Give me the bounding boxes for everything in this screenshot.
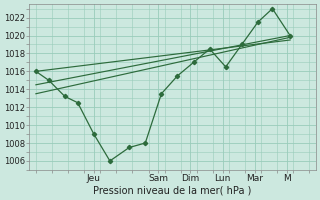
X-axis label: Pression niveau de la mer( hPa ): Pression niveau de la mer( hPa ) [93, 186, 252, 196]
